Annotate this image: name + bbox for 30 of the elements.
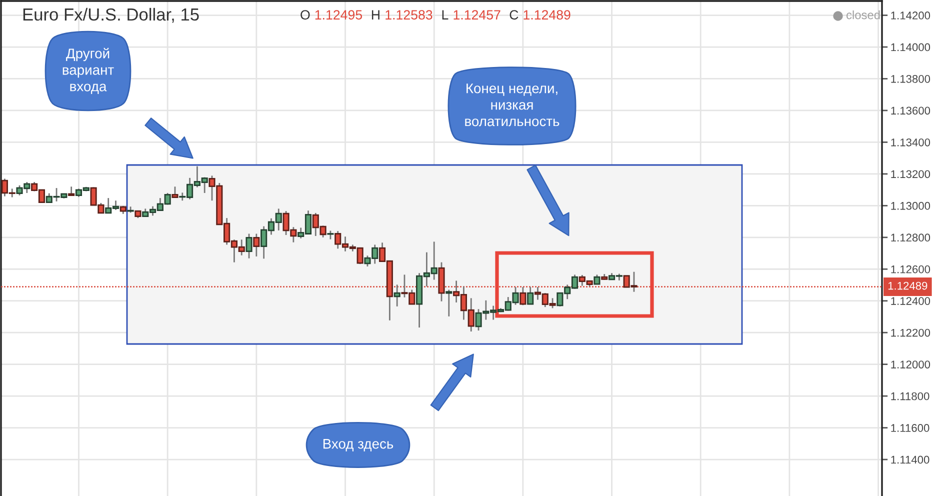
annotation: Конец недели, низкая волатильность: [465, 84, 560, 126]
candlestick: [446, 289, 452, 318]
candlestick: [172, 186, 178, 198]
candlestick: [253, 233, 260, 258]
annotation: O 1.12495 H 1.12583 L 1.12457 C 1.12489: [300, 10, 570, 20]
y-tick-label: 1.14000: [891, 43, 930, 52]
y-tick-label: 1.12400: [891, 297, 930, 305]
y-tick-label: 1.13000: [891, 202, 930, 210]
y-tick-label: 1.13400: [891, 138, 930, 146]
y-tick-label: 1.14200: [891, 12, 930, 20]
y-tick-label: 1.11600: [891, 424, 930, 432]
annotation: Вход здесь: [323, 439, 394, 452]
annotation: closed: [846, 10, 880, 20]
y-tick-label: 1.13200: [891, 170, 930, 178]
ref-line-label: 1.12489: [888, 282, 928, 290]
annotation: Другой вариант входа: [62, 48, 114, 94]
y-tick-label: 1.11800: [891, 392, 930, 400]
candlestick: [246, 233, 252, 260]
y-tick-label: 1.12200: [891, 328, 930, 337]
candlestick: [394, 284, 400, 308]
y-tick-label: 1.12800: [891, 234, 930, 242]
y-tick-label: 1.12600: [891, 265, 930, 274]
y-tick-label: 1.13800: [891, 75, 930, 83]
chart-title: Euro Fx/U.S. Dollar, 15: [23, 8, 199, 23]
candlestick: [527, 286, 534, 306]
y-tick-label: 1.13600: [891, 106, 930, 115]
candlestick: [68, 186, 75, 196]
candlestick: [594, 274, 600, 286]
y-tick-label: 1.11400: [891, 456, 930, 464]
y-tick-label: 1.12000: [891, 360, 930, 368]
